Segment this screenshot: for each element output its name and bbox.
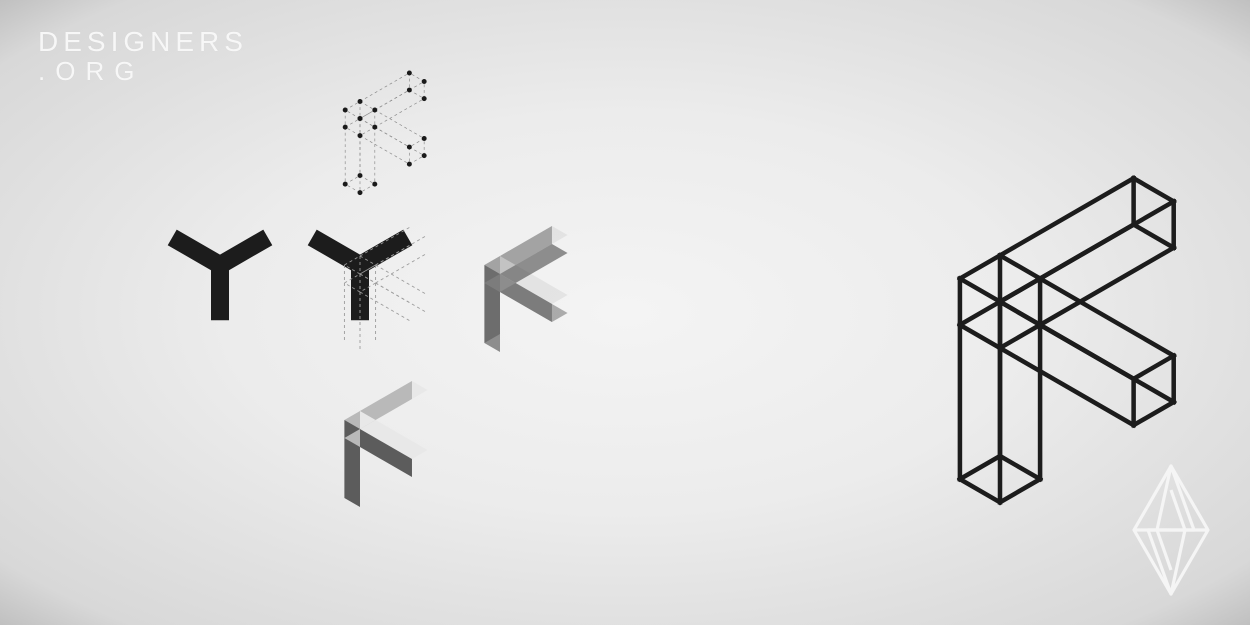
diagram-stage (0, 0, 1250, 625)
variant-black-dashed (290, 215, 430, 355)
variant-gray-solid (290, 370, 430, 510)
penrose-badge (1126, 460, 1216, 605)
variant-dotted-construction (290, 60, 430, 200)
variant-gray-translucent (430, 215, 570, 355)
variant-flat-black (150, 215, 290, 355)
variant-large-wireframe (820, 150, 1180, 510)
